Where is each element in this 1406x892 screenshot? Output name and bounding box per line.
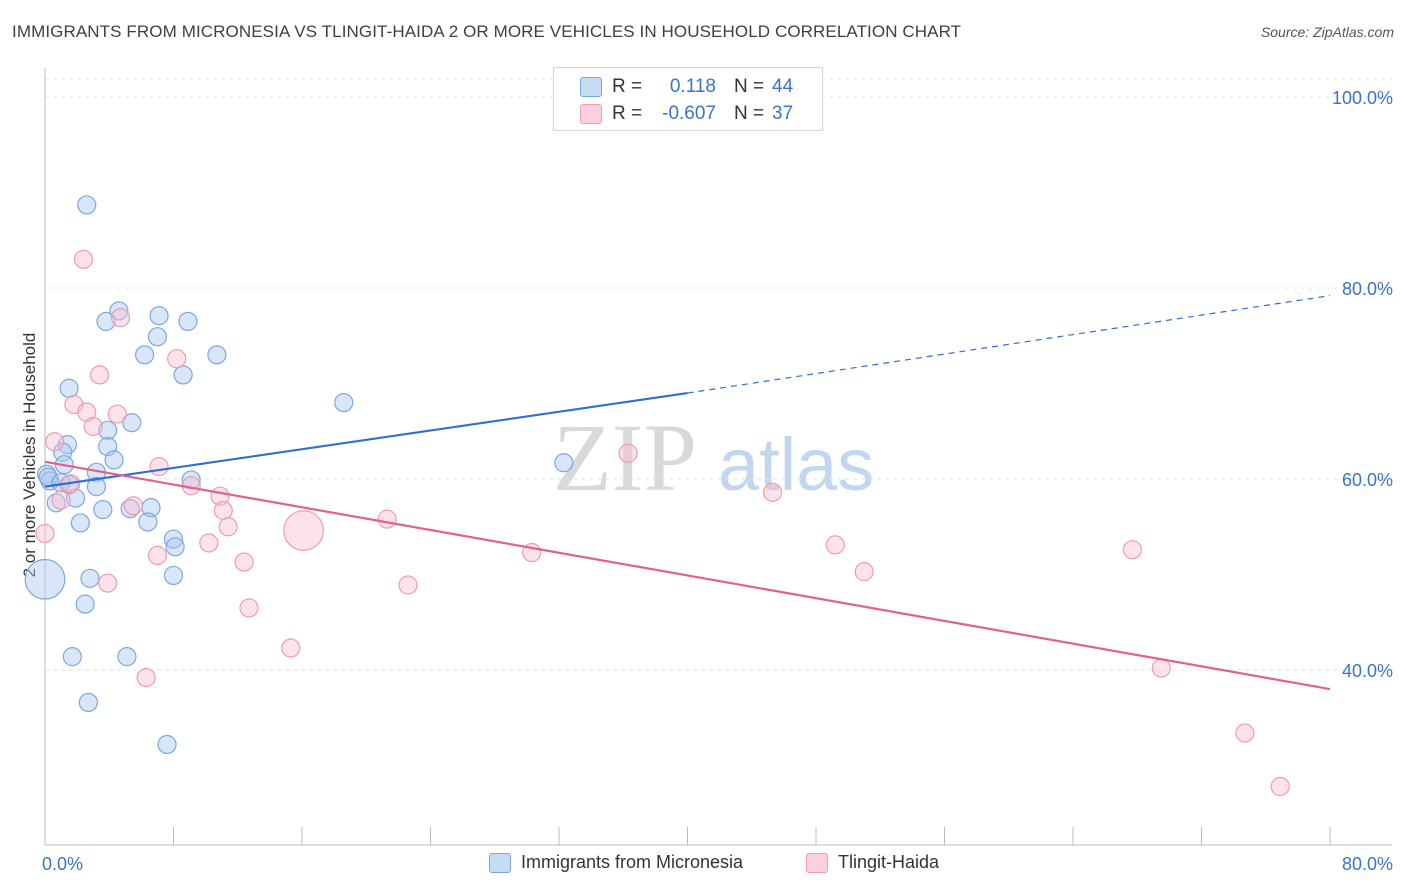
micronesia-point — [157, 734, 177, 755]
watermark-atlas: atlas — [718, 423, 874, 506]
micronesia-point — [117, 647, 137, 667]
legend-row-tlingit: R = -0.607 N = 37 — [554, 100, 822, 128]
micronesia-point — [120, 499, 140, 519]
legend-r-value: -0.607 — [662, 103, 716, 124]
tlingit-point — [149, 456, 169, 477]
tlingit-point — [136, 668, 156, 688]
micronesia-point — [75, 594, 95, 614]
micronesia-point — [80, 568, 100, 588]
tlingit-point — [377, 509, 397, 529]
micronesia-point — [65, 488, 86, 508]
micronesia-point — [109, 301, 129, 321]
correlation-legend: R = 0.118 N = 44 R = -0.607 N = 37 — [553, 67, 823, 131]
source-label: Source: ZipAtlas.com — [1260, 24, 1394, 40]
micronesia-point — [173, 365, 193, 385]
tlingit-point — [398, 575, 418, 595]
tlingit-point — [107, 404, 127, 424]
tlingit-point — [73, 249, 94, 269]
tlingit-point — [147, 545, 168, 566]
tlingit-point — [167, 349, 187, 369]
chart-title: IMMIGRANTS FROM MICRONESIA VS TLINGIT-HA… — [12, 22, 962, 41]
micronesia-point — [181, 470, 201, 490]
legend-n-label: N = — [734, 76, 765, 97]
legend-swatch-blue — [580, 77, 602, 97]
micronesia-point — [78, 692, 98, 713]
y-tick-label: 40.0% — [1342, 661, 1393, 681]
legend-n-value: 37 — [772, 103, 794, 124]
micronesia-point — [163, 529, 184, 549]
y-tick-label: 100.0% — [1332, 88, 1393, 108]
series-label: Immigrants from Micronesia — [521, 852, 744, 872]
tlingit-point — [763, 482, 783, 502]
legend-n-label: N = — [734, 103, 765, 124]
micronesia-point — [24, 558, 66, 600]
micronesia-point — [178, 311, 198, 332]
tlingit-point — [83, 416, 103, 437]
legend-r-label: R = — [612, 103, 643, 124]
micronesia-point — [70, 513, 90, 533]
micronesia-point — [334, 393, 354, 413]
watermark-zip: ZIP — [553, 404, 697, 511]
series-legend-tlingit[interactable]: Tlingit-Haida — [806, 852, 939, 873]
tlingit-point — [1151, 658, 1171, 678]
series-legend: Immigrants from Micronesia Tlingit-Haida — [0, 852, 1406, 878]
tlingit-point — [234, 552, 254, 572]
tlingit-trend-line — [44, 460, 1331, 691]
tlingit-point — [98, 573, 118, 593]
tlingit-point — [45, 432, 65, 452]
micronesia-point — [554, 453, 574, 473]
legend-n-value: 44 — [772, 76, 794, 97]
micronesia-point — [147, 327, 168, 347]
micronesia-point — [122, 413, 142, 433]
micronesia-trend-extension — [687, 295, 1331, 394]
tlingit-point — [77, 402, 97, 422]
legend-row-micronesia: R = 0.118 N = 44 — [554, 73, 822, 101]
micronesia-point — [149, 306, 169, 326]
series-legend-micronesia[interactable]: Immigrants from Micronesia — [489, 852, 743, 873]
micronesia-point — [207, 345, 227, 365]
micronesia-point — [98, 420, 118, 440]
micronesia-point — [93, 499, 113, 520]
tlingit-point — [123, 496, 143, 516]
series-label: Tlingit-Haida — [838, 852, 940, 872]
tlingit-point — [213, 500, 233, 521]
tlingit-point — [35, 523, 55, 544]
tlingit-point — [1270, 776, 1290, 797]
micronesia-point — [59, 378, 79, 398]
tlingit-point — [618, 443, 638, 463]
micronesia-point — [77, 195, 97, 215]
tlingit-point — [1235, 723, 1255, 743]
y-tick-label: 60.0% — [1342, 470, 1393, 490]
tlingit-point — [825, 535, 845, 555]
micronesia-trend-line — [44, 391, 688, 488]
legend-r-label: R = — [612, 76, 643, 97]
legend-swatch-pink — [580, 104, 602, 124]
x-tick-label: 0.0% — [42, 854, 83, 874]
micronesia-point — [96, 311, 116, 332]
y-tick-label: 80.0% — [1342, 279, 1393, 299]
tlingit-point — [1122, 540, 1143, 560]
micronesia-point — [86, 477, 107, 497]
tlingit-point — [283, 510, 325, 551]
micronesia-point — [165, 537, 185, 557]
micronesia-point — [104, 450, 124, 470]
tlingit-point — [239, 598, 259, 618]
micronesia-point — [138, 512, 158, 532]
micronesia-point — [163, 565, 184, 586]
legend-r-value: 0.118 — [669, 76, 716, 97]
tlingit-point — [218, 517, 238, 537]
series-swatch-pink — [806, 852, 828, 873]
tlingit-point — [90, 365, 110, 385]
x-tick-label: 80.0% — [1342, 854, 1393, 874]
tlingit-point — [281, 638, 301, 658]
micronesia-point — [62, 647, 82, 667]
micronesia-point — [134, 345, 155, 365]
tlingit-point — [199, 533, 219, 553]
tlingit-point — [51, 490, 71, 510]
series-swatch-blue — [489, 852, 511, 873]
tlingit-point — [854, 562, 874, 582]
tlingit-point — [110, 308, 131, 328]
